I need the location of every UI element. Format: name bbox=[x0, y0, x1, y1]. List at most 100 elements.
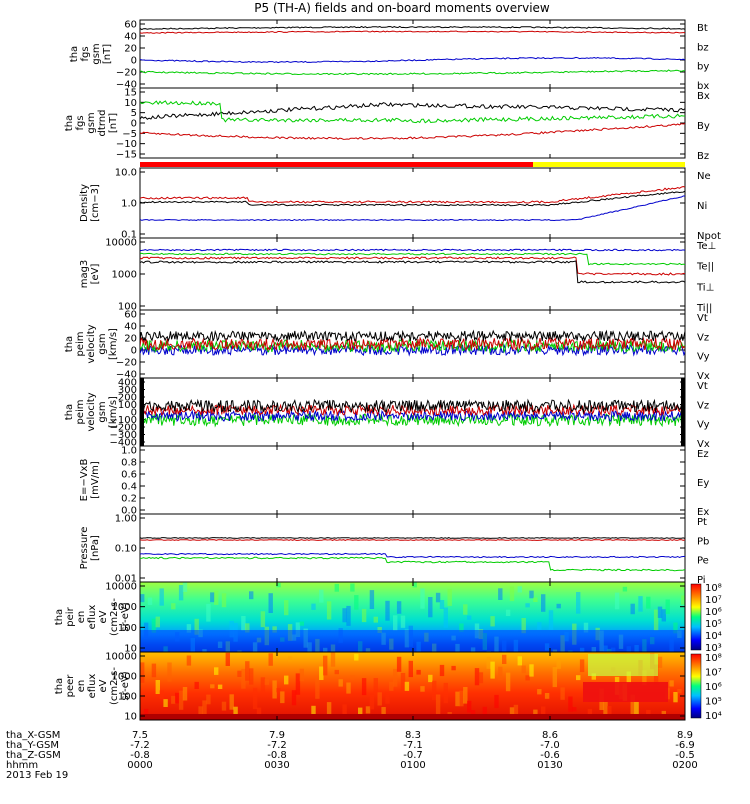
ion_spec-cell bbox=[326, 601, 332, 620]
elec_spec-cell bbox=[568, 696, 573, 712]
ion_spec-cell bbox=[583, 622, 589, 633]
elec_spec-cell bbox=[202, 700, 207, 720]
ion_spec-cell bbox=[276, 582, 281, 588]
ion_spec-cell bbox=[295, 622, 301, 637]
elec_spec-cell bbox=[178, 690, 184, 710]
fgs_dtrnd-ytick-label: −10 bbox=[116, 139, 137, 150]
ion_spec-ylabel: eflux bbox=[87, 605, 98, 630]
elec_spec-cell bbox=[544, 693, 550, 699]
footer-tick-t: 0030 bbox=[264, 760, 289, 771]
temp-trace-Te-perp bbox=[140, 256, 685, 276]
velocity_e-ylabel: tha bbox=[64, 336, 75, 352]
velocity_i-legend-Vz: Vz bbox=[697, 400, 709, 411]
ion_spec-ylabel: (cm2-s- bbox=[109, 598, 120, 636]
elec_spec-ylabel: eV bbox=[98, 679, 109, 692]
ion_spec-cell bbox=[140, 594, 145, 603]
elec_spec-cell bbox=[365, 706, 371, 714]
velocity_e-ylabel: velocity bbox=[86, 324, 97, 363]
ion_spec-cell bbox=[435, 592, 441, 603]
elec_spec-cell bbox=[256, 707, 262, 720]
ion_spec-cell bbox=[638, 596, 643, 612]
velocity_i-ylabel: peim bbox=[75, 399, 86, 424]
velocity-i-edge-right bbox=[681, 378, 685, 446]
ion_spec-cell bbox=[439, 600, 445, 609]
ion_spec-cell bbox=[284, 600, 289, 616]
ion_spec-cell bbox=[463, 604, 468, 615]
mode-bar-fast bbox=[140, 162, 533, 167]
efield-ytick-label: 0.2 bbox=[121, 494, 137, 505]
elec_spec-cell bbox=[400, 673, 406, 691]
ion_spec-cell bbox=[311, 603, 316, 610]
elec_spec-cell bbox=[657, 656, 663, 668]
pressure-trace-Pt bbox=[140, 537, 685, 539]
ion_spec-cell bbox=[393, 615, 398, 631]
temp-ytick-label: 10000 bbox=[105, 238, 137, 249]
footer-row-label: hhmm bbox=[6, 760, 38, 771]
ion_spec-ytick-label: 1000 bbox=[112, 602, 137, 613]
fgs_dtrnd-ytick-label: 10 bbox=[124, 98, 137, 109]
elec_spec-cell bbox=[385, 691, 390, 704]
density-ytick-label: 0.1 bbox=[121, 230, 137, 241]
elec_spec-cell bbox=[416, 669, 421, 675]
velocity_e-legend-Vx: Vx bbox=[697, 371, 710, 382]
ion_spec-cell bbox=[155, 616, 160, 628]
velocity_i-ytick-label: 300 bbox=[118, 385, 137, 396]
efield-ylabel: [mV/m] bbox=[90, 461, 101, 499]
ion_spec-cell bbox=[210, 592, 215, 603]
ion_spec-cell bbox=[412, 582, 417, 588]
ion-colorbar bbox=[690, 583, 702, 651]
pressure-ytick-label: 0.01 bbox=[115, 574, 137, 585]
velocity_i-ylabel: gsm bbox=[97, 401, 108, 422]
efield-legend-Ez: Ez bbox=[697, 449, 709, 460]
ion_spec-cell bbox=[299, 621, 304, 626]
velocity_i-ylabel: velocity bbox=[86, 392, 97, 431]
elec-colorbar-label: 10⁸ bbox=[705, 653, 722, 664]
pressure-legend-Pi: Pi bbox=[697, 575, 706, 586]
elec_spec-cell bbox=[576, 675, 581, 681]
ion_spec-cell bbox=[537, 622, 542, 630]
elec_spec-ylabel: tha bbox=[54, 678, 65, 694]
elec_spec-cell bbox=[311, 705, 316, 716]
mode-bar-slow bbox=[533, 162, 685, 167]
velocity_e-ytick-label: −40 bbox=[116, 370, 137, 381]
ion_spec-cell bbox=[525, 603, 530, 608]
elec_spec-cell bbox=[525, 675, 530, 681]
elec_spec-cell bbox=[505, 672, 511, 692]
elec_spec-cell bbox=[229, 694, 234, 710]
elec_spec-cell bbox=[482, 706, 487, 720]
ion-colorbar-label: 10⁷ bbox=[705, 595, 722, 606]
footer-tick-x: 8.3 bbox=[405, 730, 421, 741]
figure-title: P5 (TH-A) fields and on-board moments ov… bbox=[254, 1, 550, 15]
elec_spec-ylabel: eflux bbox=[87, 674, 98, 699]
fgs_dtrnd-legend-Bz: Bz bbox=[697, 151, 709, 162]
elec_spec-cell bbox=[210, 684, 215, 689]
velocity_i-ylabel: tha bbox=[64, 404, 75, 420]
ion_spec-ytick-label: 10 bbox=[124, 644, 137, 655]
elec-colorbar-label: 10⁴ bbox=[705, 711, 722, 722]
ion_spec-cell bbox=[505, 609, 511, 616]
fgs-legend-Bt: Bt bbox=[697, 23, 708, 34]
elec_spec-cell bbox=[556, 657, 561, 669]
ion-colorbar-label: 10⁶ bbox=[705, 607, 722, 618]
ion_spec-cell bbox=[346, 605, 351, 626]
elec_spec-ytick-label: 100 bbox=[118, 692, 137, 703]
fgs_dtrnd-legend-By: By bbox=[697, 121, 710, 132]
footer-tick-y: -7.1 bbox=[403, 740, 423, 751]
elec_spec-cell bbox=[572, 707, 577, 712]
ion-colorbar-label: 10⁸ bbox=[705, 583, 722, 594]
efield-legend-Ey: Ey bbox=[697, 478, 709, 489]
ion_spec-cell bbox=[396, 601, 402, 614]
footer-tick-z: -0.6 bbox=[540, 750, 560, 761]
elec_spec-cell bbox=[151, 663, 157, 678]
footer-tick-x: 8.9 bbox=[677, 730, 693, 741]
ion_spec-cell bbox=[361, 608, 367, 623]
pressure-legend-Pb: Pb bbox=[697, 536, 709, 547]
elec_spec-cell bbox=[323, 655, 328, 676]
elec_spec-ylabel: (cm2-s- bbox=[109, 667, 120, 705]
velocity_i-ytick-label: −300 bbox=[110, 430, 137, 441]
ion_spec-ytick-label: 100 bbox=[118, 623, 137, 634]
efield-legend-Ex: Ex bbox=[697, 507, 709, 518]
velocity_i-ytick-label: 400 bbox=[118, 378, 137, 389]
elec_spec-cell bbox=[389, 681, 394, 691]
